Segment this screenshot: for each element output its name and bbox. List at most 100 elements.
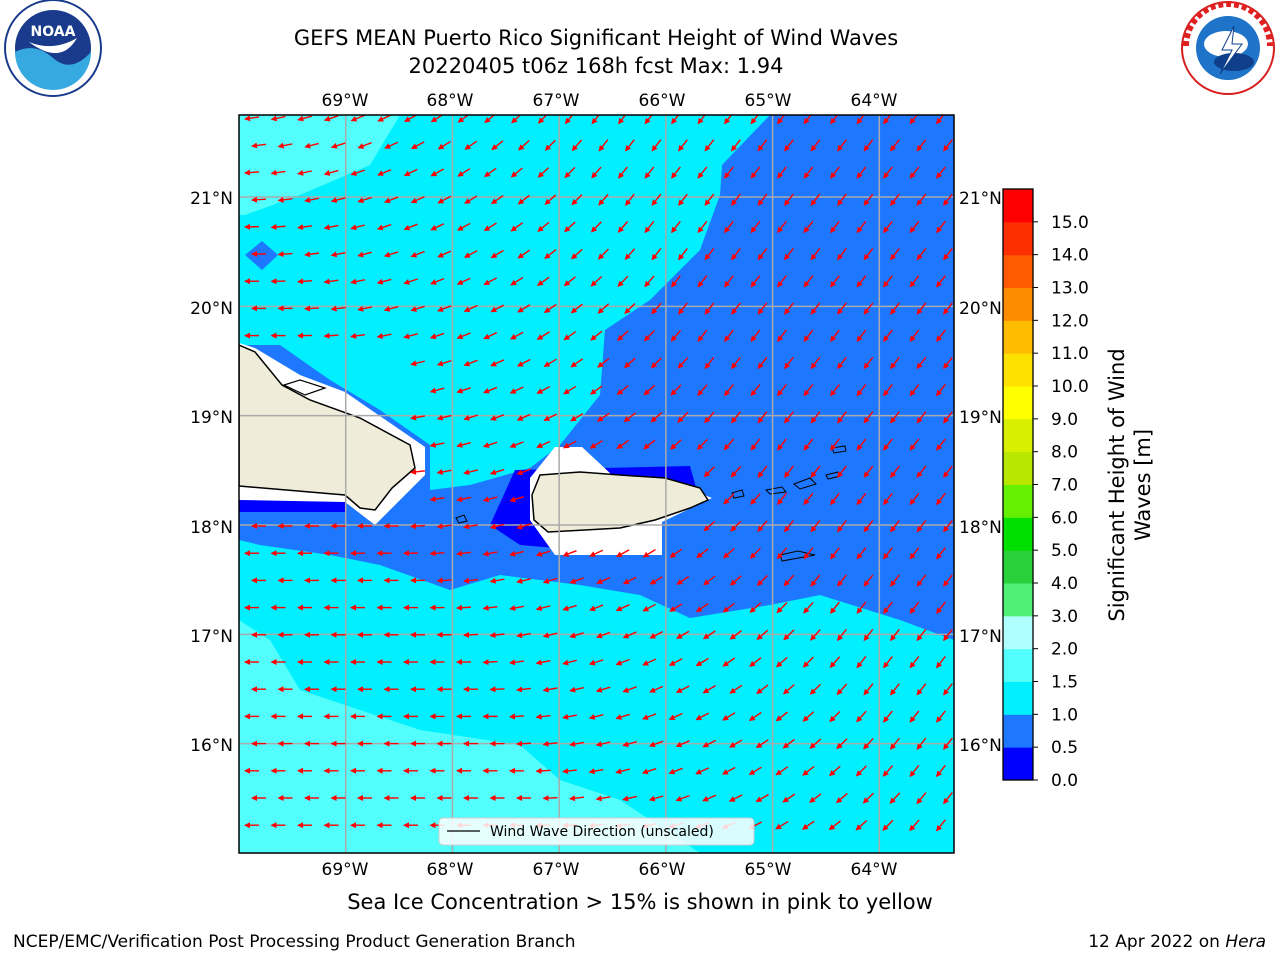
wind-wave-arrow	[516, 632, 532, 639]
wind-wave-arrow	[251, 142, 267, 149]
wind-wave-arrow	[669, 548, 683, 558]
wind-wave-arrow	[810, 193, 821, 206]
wind-wave-arrow	[384, 141, 399, 149]
wind-wave-arrow	[562, 440, 577, 449]
colorbar-tick-label: 4.0	[1051, 574, 1078, 594]
puerto-rico-coast	[531, 471, 710, 533]
wind-wave-arrow	[863, 411, 874, 424]
wind-wave-arrow	[830, 275, 840, 288]
wind-wave-arrow	[750, 115, 759, 125]
wind-wave-arrow	[429, 332, 445, 340]
wind-wave-arrow	[518, 140, 530, 151]
wind-wave-arrow	[589, 385, 603, 395]
wind-wave-arrow	[491, 140, 504, 151]
colorbar-swatch	[1003, 451, 1033, 485]
wind-wave-arrow	[410, 468, 426, 475]
colorbar: 0.0 0.5 1.0 1.5 2.0 3.0 4.0 5.0 6.0 7.0 8.0 9.0 10.0…	[1002, 188, 1089, 791]
wind-wave-arrow	[403, 333, 418, 340]
wind-wave-arrow	[909, 220, 920, 234]
wind-wave-arrow	[856, 547, 867, 560]
wind-wave-arrow	[536, 331, 550, 340]
wind-wave-arrow	[650, 412, 663, 423]
wind-wave-arrow	[936, 220, 946, 234]
wind-wave-arrow	[889, 792, 901, 804]
wind-wave-arrow	[563, 276, 576, 287]
colorbar-swatch	[1003, 583, 1033, 617]
wind-wave-arrow	[890, 520, 900, 533]
wind-wave-arrow	[489, 577, 505, 584]
wind-wave-arrow	[643, 384, 656, 396]
wind-wave-arrow	[755, 739, 769, 749]
left-lat-tick: 20°N	[190, 299, 233, 319]
wind-wave-arrow	[936, 656, 946, 669]
wind-wave-arrow	[724, 220, 734, 234]
wind-wave-arrow	[650, 357, 662, 369]
wind-wave-arrow	[723, 548, 735, 559]
wind-wave-arrow	[863, 683, 874, 696]
wind-wave-arrow	[595, 631, 611, 639]
footer-date-text: 12 Apr 2022 on	[1088, 932, 1226, 952]
map-field	[239, 115, 954, 853]
wind-wave-arrow	[624, 357, 636, 369]
right-lat-tick: 17°N	[959, 627, 1002, 647]
wind-wave-arrow	[622, 631, 637, 639]
wind-wave-arrow	[863, 520, 874, 533]
top-lon-tick: 69°W	[322, 91, 369, 111]
wind-wave-arrow	[810, 520, 821, 533]
wind-wave-arrow	[644, 220, 655, 234]
wind-wave-arrow	[916, 411, 927, 424]
wind-wave-arrow	[883, 220, 893, 234]
wind-wave-arrow	[588, 713, 604, 720]
wind-wave-arrow	[651, 193, 662, 206]
colorbar-swatch	[1003, 320, 1033, 354]
colorbar-tick-label: 0.5	[1051, 738, 1078, 758]
wind-wave-arrow	[670, 384, 682, 396]
wind-wave-arrow	[855, 820, 868, 831]
wind-wave-arrow	[810, 356, 821, 370]
wind-wave-arrow	[323, 278, 339, 285]
wind-wave-arrow	[749, 657, 762, 667]
wind-wave-arrow	[490, 414, 505, 421]
wind-wave-arrow	[883, 601, 893, 614]
wind-wave-arrow	[883, 656, 893, 669]
wind-wave-arrow	[890, 302, 900, 315]
wind-wave-arrow	[517, 304, 531, 313]
right-lat-tick: 16°N	[959, 736, 1002, 756]
wind-wave-arrow	[837, 411, 847, 424]
wind-wave-arrow	[618, 166, 628, 179]
wind-wave-arrow	[836, 628, 847, 642]
wind-wave-arrow	[909, 819, 920, 832]
wind-wave-arrow	[724, 329, 734, 342]
wind-wave-arrow	[509, 659, 525, 666]
wind-wave-arrow	[943, 193, 953, 206]
wind-wave-arrow	[724, 275, 734, 288]
wind-wave-arrow	[936, 492, 946, 506]
wind-wave-arrow	[297, 224, 313, 231]
wind-wave-arrow	[323, 332, 339, 339]
wind-wave-arrow	[883, 384, 893, 397]
wind-wave-arrow	[482, 550, 498, 557]
map-legend: Wind Wave Direction (unscaled)	[438, 817, 755, 846]
wind-wave-arrow	[757, 248, 768, 261]
wind-wave-arrow	[483, 332, 498, 340]
wind-wave-arrow	[731, 356, 741, 370]
wind-wave-arrow	[675, 794, 690, 802]
wind-wave-arrow	[810, 411, 821, 424]
wind-wave-arrow	[704, 248, 715, 261]
wind-wave-arrow	[883, 492, 893, 506]
wind-wave-arrow	[589, 549, 604, 557]
wind-wave-arrow	[649, 630, 664, 639]
wind-wave-arrow	[803, 115, 812, 125]
colorbar-swatch	[1003, 221, 1033, 256]
wind-wave-arrow	[837, 356, 847, 370]
wind-wave-arrow	[463, 577, 479, 584]
wind-wave-arrow	[916, 628, 927, 642]
colorbar-swatch	[1003, 386, 1033, 420]
wind-wave-arrow	[537, 221, 550, 232]
wind-wave-arrow	[509, 550, 524, 557]
wind-wave-arrow	[543, 413, 558, 422]
wind-wave-arrow	[863, 193, 874, 206]
wind-wave-arrow	[863, 737, 874, 750]
wind-wave-arrow	[749, 547, 761, 559]
wind-wave-arrow	[936, 764, 946, 778]
